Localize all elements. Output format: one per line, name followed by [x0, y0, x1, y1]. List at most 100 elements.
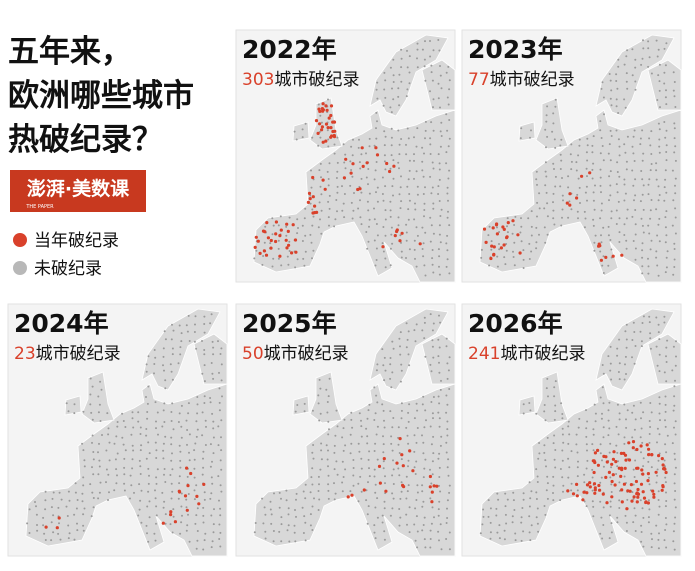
city-dot [567, 476, 570, 479]
city-dot [131, 417, 134, 420]
city-dot [632, 321, 635, 324]
city-dot [336, 191, 339, 194]
record-city-dot [494, 223, 499, 227]
city-dot [607, 409, 610, 412]
city-dot [406, 49, 408, 52]
city-dot [204, 532, 207, 535]
city-dot [293, 531, 296, 534]
city-dot [318, 378, 321, 381]
record-city-dot [642, 496, 647, 500]
city-dot [352, 467, 355, 469]
city-dot [641, 242, 644, 245]
city-dot [301, 224, 304, 227]
city-dot [101, 434, 103, 436]
city-dot [655, 256, 658, 259]
city-dot [544, 513, 547, 516]
city-dot [376, 97, 379, 100]
city-dot [180, 521, 183, 524]
city-dot [562, 484, 565, 487]
city-dot [336, 136, 339, 139]
city-dot [496, 492, 499, 495]
city-dot [162, 355, 165, 358]
city-dot [615, 80, 618, 82]
city-dot [536, 522, 539, 525]
city-dot [185, 419, 188, 422]
city-dot [546, 436, 549, 439]
city-dot [154, 539, 157, 542]
record-city-dot [395, 461, 399, 465]
city-dot [602, 226, 605, 229]
city-dot [320, 458, 323, 461]
city-dot [400, 256, 403, 259]
city-dot [146, 417, 149, 420]
city-dot [610, 248, 613, 251]
city-dot [350, 145, 353, 148]
city-dot [440, 208, 443, 211]
city-dot [81, 500, 84, 503]
city-dot [429, 425, 432, 428]
city-dot [195, 484, 198, 487]
city-dot [448, 224, 451, 227]
city-dot [432, 396, 435, 398]
record-city-dot [274, 232, 278, 236]
city-dot [647, 183, 650, 186]
city-dot [137, 420, 140, 423]
city-dot [431, 263, 434, 266]
city-dot [310, 186, 313, 189]
city-dot [382, 199, 385, 202]
city-dot [35, 513, 38, 516]
city-dot [438, 425, 441, 428]
city-dot [212, 346, 215, 349]
city-dot [673, 385, 676, 388]
city-dot [602, 96, 605, 99]
city-dot [285, 499, 288, 502]
city-dot [489, 521, 492, 524]
city-dot [446, 362, 449, 365]
city-dot [609, 79, 612, 82]
city-dot [576, 210, 579, 213]
city-dot [601, 412, 603, 415]
city-dot [489, 537, 492, 540]
city-dot [616, 521, 619, 524]
city-dot [212, 420, 215, 423]
city-dot [520, 217, 522, 220]
city-dot [656, 234, 659, 237]
city-dot [171, 347, 174, 350]
city-dot [147, 467, 150, 470]
city-dot [591, 500, 594, 503]
city-dot [602, 524, 605, 526]
city-dot [610, 89, 613, 92]
city-dot [440, 435, 443, 438]
city-dot [220, 379, 223, 382]
city-dot [599, 168, 602, 171]
city-dot [664, 425, 667, 428]
record-city-dot [400, 453, 404, 457]
record-city-dot [652, 492, 656, 496]
city-dot [170, 459, 173, 462]
panel-count-line: 50城市破纪录 [242, 344, 349, 364]
city-dot [672, 199, 675, 202]
city-dot [607, 355, 610, 358]
city-dot [81, 442, 84, 445]
city-dot [217, 444, 220, 447]
city-dot [503, 256, 506, 259]
city-dot [368, 467, 370, 470]
city-dot [155, 457, 158, 459]
record-city-dot [502, 243, 506, 247]
record-city-dot [291, 223, 295, 227]
city-dot [664, 271, 667, 274]
city-dot [624, 192, 627, 195]
city-dot [633, 331, 636, 333]
city-dot [430, 370, 433, 373]
record-city-dot [506, 221, 510, 225]
city-dot [432, 271, 435, 274]
city-dot [633, 507, 636, 510]
city-dot [407, 208, 410, 211]
city-dot [424, 40, 426, 43]
record-city-dot [611, 473, 615, 477]
city-dot [201, 340, 203, 342]
city-dot [640, 540, 643, 543]
city-dot [220, 436, 222, 439]
city-dot [599, 481, 602, 484]
city-dot [368, 145, 371, 148]
